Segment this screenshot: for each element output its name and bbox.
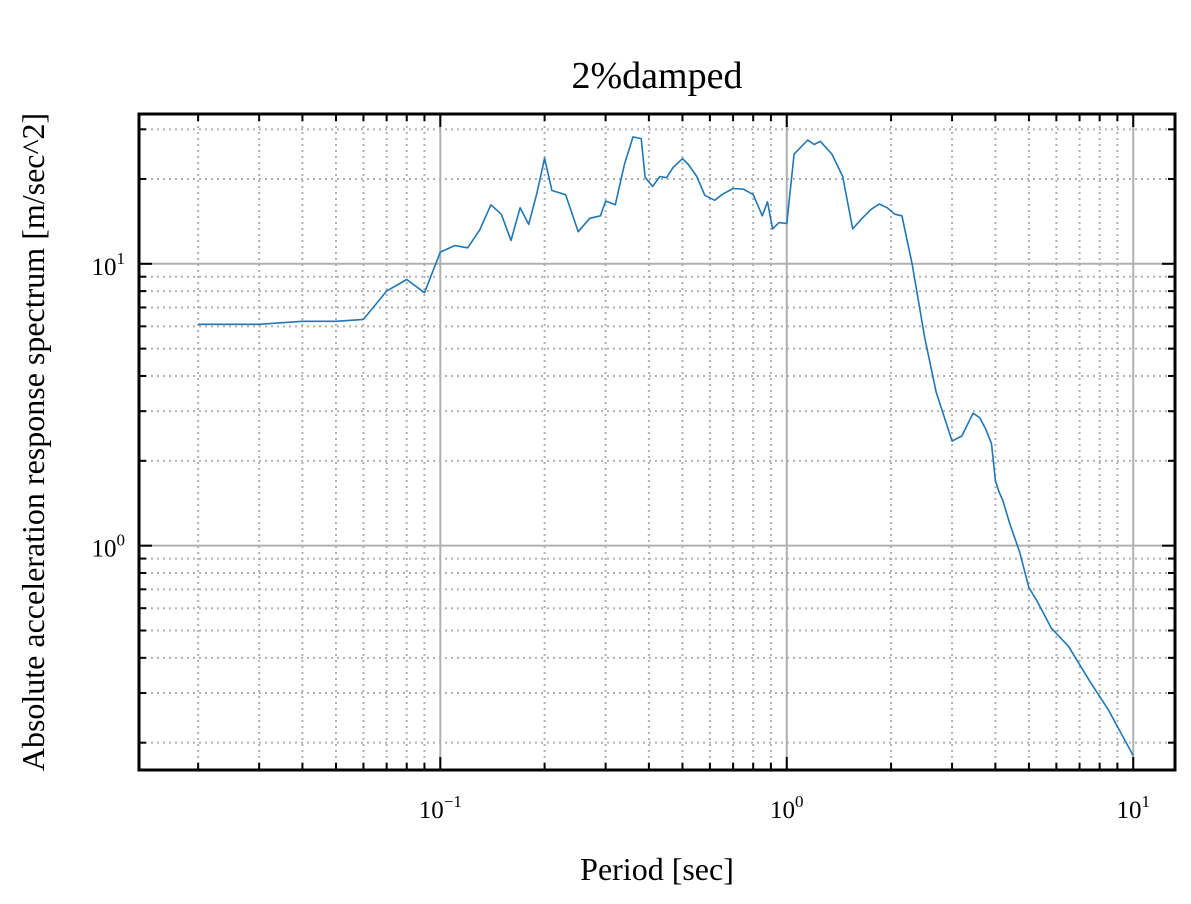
series-group bbox=[198, 136, 1134, 756]
tick-labels: 10−1 100 101 100 101 bbox=[92, 249, 1150, 824]
tick-label: 100 bbox=[92, 531, 126, 563]
y-axis-label: Absolute acceleration response spectrum … bbox=[15, 113, 51, 771]
major-grid bbox=[139, 114, 1175, 770]
tick-label: 100 bbox=[770, 792, 804, 824]
chart-title: 2%damped bbox=[572, 55, 743, 97]
tick-label: 101 bbox=[1116, 792, 1150, 824]
spectrum-line bbox=[198, 136, 1134, 756]
tick-marks bbox=[139, 114, 1175, 770]
x-axis-label: Period [sec] bbox=[580, 851, 734, 887]
tick-label: 10−1 bbox=[419, 792, 462, 824]
minor-grid bbox=[139, 114, 1175, 770]
tick-label: 101 bbox=[92, 249, 126, 281]
plot-frame bbox=[137, 112, 1177, 772]
